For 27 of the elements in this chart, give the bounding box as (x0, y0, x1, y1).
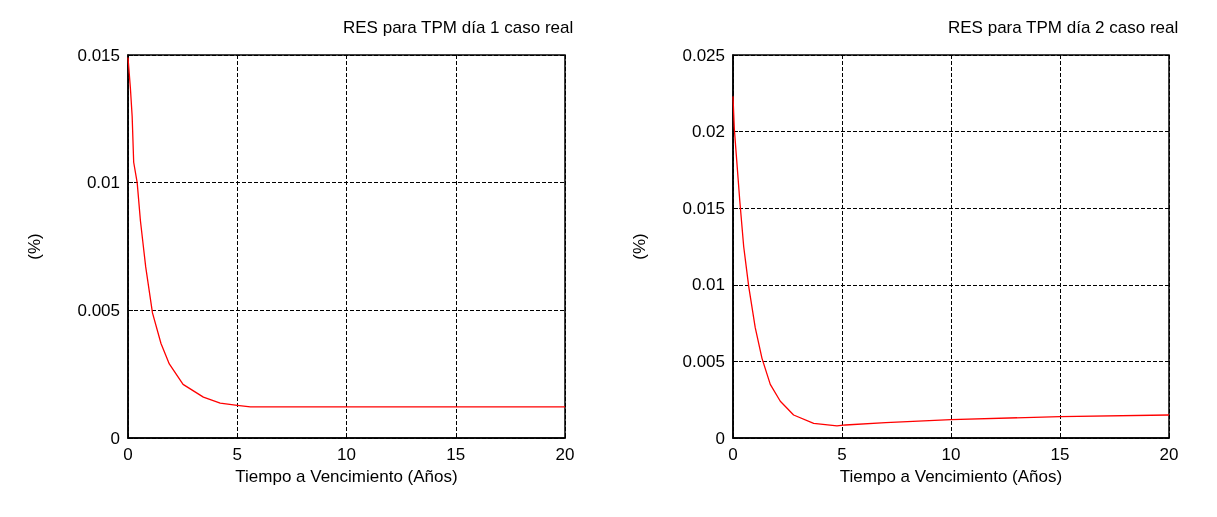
x-tick-label: 0 (728, 445, 738, 464)
x-tick-label: 0 (123, 445, 133, 464)
x-tick-label: 5 (837, 445, 847, 464)
y-tick-label: 0 (110, 428, 120, 448)
y-tick-label: 0.005 (682, 351, 725, 371)
y-tick-label: 0 (715, 428, 725, 448)
x-tick-label: 15 (1050, 445, 1070, 464)
y-tick-label: 0.005 (77, 300, 120, 320)
x-tick-label: 20 (1159, 445, 1179, 464)
y-axis-title: (%) (25, 233, 44, 260)
x-axis-title: Tiempo a Vencimiento (Años) (235, 467, 458, 486)
y-tick-label: 0.015 (682, 198, 725, 218)
chart-title: RES para TPM día 2 caso real (948, 18, 1179, 37)
chart-title: RES para TPM día 1 caso real (343, 18, 574, 37)
y-tick-label: 0.01 (86, 173, 120, 193)
y-axis-title: (%) (630, 233, 649, 260)
x-tick-label: 15 (446, 445, 466, 464)
y-tick-label: 0.02 (691, 122, 725, 142)
x-tick-label: 5 (232, 445, 242, 464)
y-tick-label: 0.01 (691, 275, 725, 295)
x-tick-label: 10 (941, 445, 961, 464)
x-tick-label: 20 (555, 445, 575, 464)
x-axis-title: Tiempo a Vencimiento (Años) (839, 467, 1063, 486)
line-series (732, 95, 1170, 427)
x-tick-label: 10 (337, 445, 356, 464)
y-tick-label: 0.015 (77, 45, 120, 65)
y-tick-label: 0.025 (682, 45, 725, 65)
